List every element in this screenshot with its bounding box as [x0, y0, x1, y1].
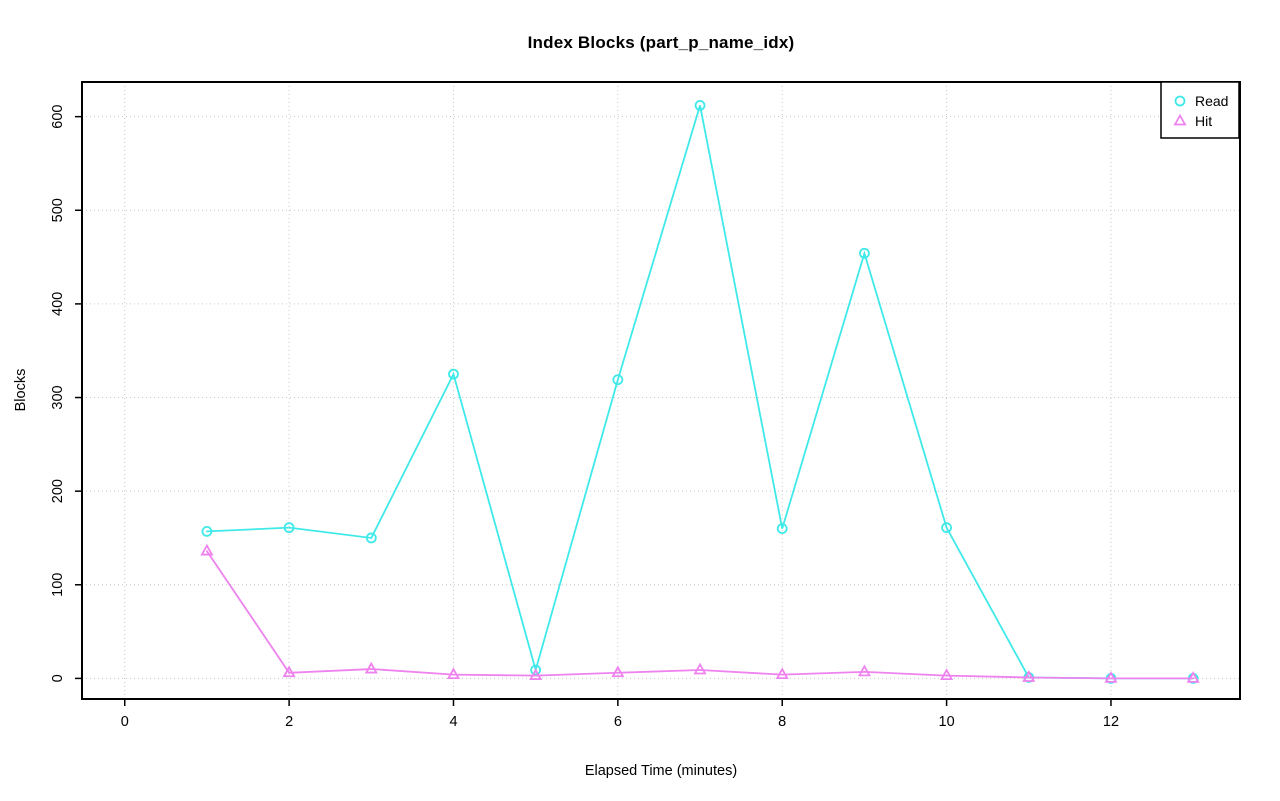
x-tick-label: 0	[121, 714, 129, 730]
y-tick-label: 400	[50, 292, 66, 316]
chart-title: Index Blocks (part_p_name_idx)	[527, 33, 795, 52]
y-tick-label: 300	[50, 385, 66, 409]
data-point-circle	[612, 374, 624, 386]
legend-box	[1160, 81, 1240, 139]
data-point-triangle	[857, 664, 871, 677]
x-tick-label: 2	[285, 714, 293, 730]
data-point-circle	[859, 247, 870, 259]
data-point-triangle	[611, 665, 625, 678]
x-tick-label: 8	[778, 714, 786, 730]
x-tick-label: 6	[614, 714, 622, 730]
data-point-circle	[448, 368, 459, 380]
data-point-triangle	[1173, 113, 1187, 126]
data-point-circle	[1174, 95, 1186, 107]
plot-border	[81, 81, 1241, 700]
y-tick-label: 0	[50, 674, 66, 682]
y-tick-label: 500	[50, 198, 66, 222]
data-point-triangle	[940, 668, 954, 680]
x-tick-label: 12	[1103, 714, 1119, 730]
data-point-triangle	[446, 667, 461, 680]
data-point-circle	[776, 523, 788, 534]
data-point-triangle	[529, 668, 543, 680]
data-point-circle	[530, 664, 542, 676]
legend-label-hit: Hit	[1195, 113, 1212, 129]
x-tick-label: 4	[449, 714, 457, 730]
data-point-triangle	[775, 667, 789, 680]
data-point-triangle	[693, 662, 707, 675]
data-point-circle	[365, 532, 377, 544]
data-point-triangle	[1104, 671, 1118, 683]
data-point-circle	[694, 100, 706, 111]
data-point-triangle	[364, 661, 378, 674]
data-point-triangle	[282, 665, 296, 678]
y-tick-label: 600	[50, 105, 66, 129]
data-point-circle	[201, 526, 213, 537]
series-line-read	[206, 105, 1195, 680]
y-tick-label: 200	[50, 479, 66, 503]
legend-label-read: Read	[1195, 93, 1228, 109]
data-point-triangle	[1022, 670, 1036, 682]
series-line-hit	[206, 550, 1195, 680]
data-point-triangle	[1186, 671, 1200, 683]
y-tick-label: 100	[50, 573, 66, 597]
x-tick-label: 10	[939, 714, 955, 730]
data-point-triangle	[200, 543, 214, 556]
data-point-circle	[941, 522, 952, 534]
data-point-circle	[283, 522, 295, 534]
x-axis-label: Elapsed Time (minutes)	[584, 763, 738, 779]
